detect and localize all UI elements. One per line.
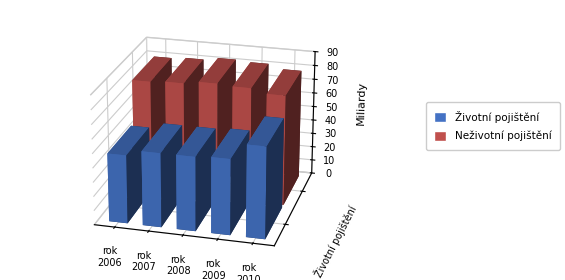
Y-axis label: Životní pojištění: Životní pojištění [312, 204, 358, 279]
Legend: Životní pojištění, Neživotní pojištění: Životní pojištění, Neživotní pojištění [425, 102, 560, 150]
